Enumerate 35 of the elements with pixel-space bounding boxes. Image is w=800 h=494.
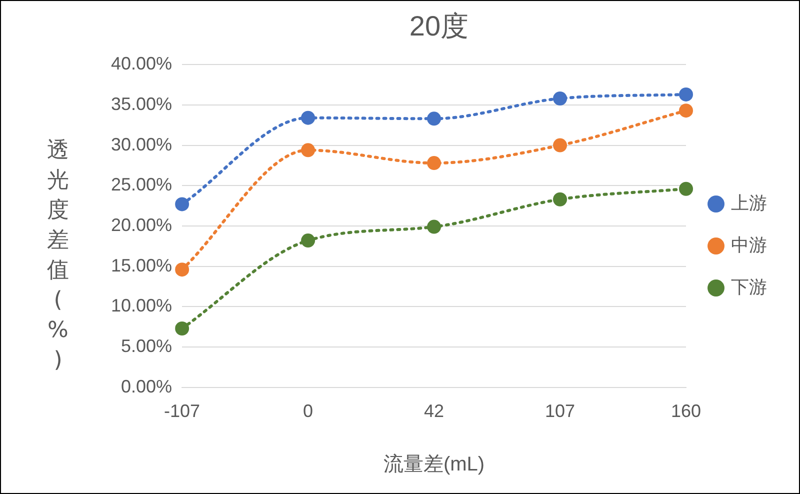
point — [301, 234, 316, 248]
point — [301, 143, 316, 158]
x-tick-label: -107 — [164, 401, 200, 422]
point — [175, 197, 190, 212]
y-tick-label: 15.00% — [110, 255, 172, 276]
y-tick-label: 5.00% — [121, 336, 172, 356]
y-tick-label: 40.00% — [110, 54, 172, 74]
legend-label: 中游 — [731, 234, 767, 255]
point — [427, 156, 442, 170]
point — [427, 112, 442, 126]
x-axis-title: 流量差(mL) — [383, 454, 485, 476]
y-tick-label: 10.00% — [110, 296, 172, 316]
y-axis-title: 透光度差值(%) — [46, 137, 70, 375]
y-tick-label: 35.00% — [110, 94, 172, 114]
y-tick-label: 25.00% — [110, 174, 172, 195]
point — [553, 91, 568, 106]
legend-label: 下游 — [731, 276, 767, 297]
point — [679, 104, 693, 118]
point — [553, 138, 568, 152]
x-tick-label: 42 — [424, 401, 444, 422]
point — [679, 182, 693, 196]
y-tick-label: 30.00% — [110, 134, 172, 154]
x-tick-label: 107 — [544, 401, 576, 422]
chart-title: 20度 — [409, 10, 469, 42]
x-tick-label: 0 — [303, 401, 314, 422]
legend-label: 上游 — [731, 192, 767, 213]
y-tick-label: 20.00% — [110, 214, 172, 235]
point — [679, 87, 693, 102]
y-tick-label: 0.00% — [121, 376, 172, 396]
x-tick-label: 160 — [670, 401, 702, 422]
point — [175, 321, 190, 336]
point — [175, 262, 190, 277]
point — [553, 192, 568, 206]
point — [301, 110, 316, 125]
point — [427, 220, 442, 234]
